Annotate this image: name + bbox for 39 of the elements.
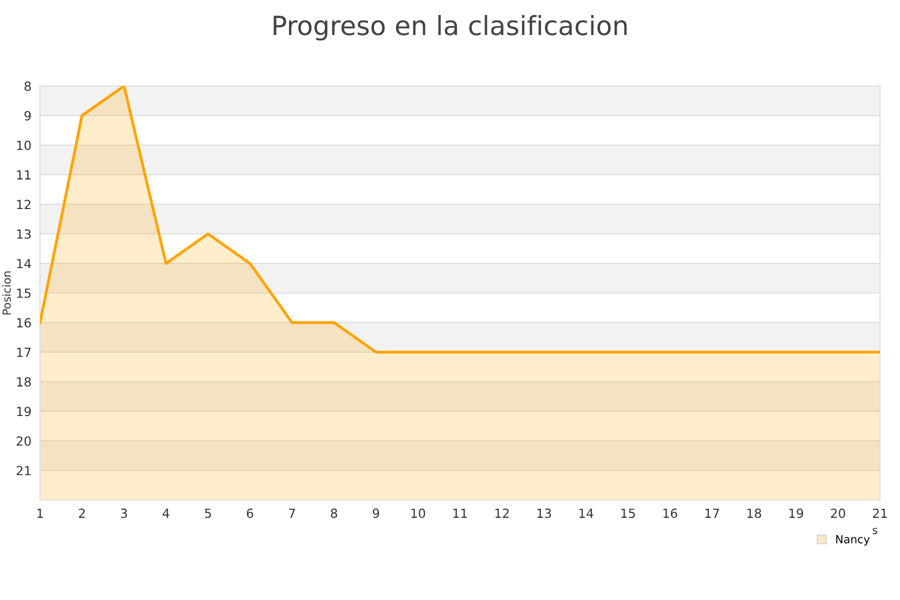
x-tick-label: 7	[289, 508, 295, 518]
y-tick-label: 21	[16, 466, 31, 476]
y-tick-label: 13	[17, 229, 31, 239]
y-tick-label: 16	[17, 318, 31, 328]
x-tick-label: 16	[663, 508, 678, 518]
x-tick-label: 1	[37, 508, 43, 518]
x-tick-label: 15	[621, 508, 635, 518]
y-tick-label: 19	[17, 406, 31, 416]
x-tick-label: 9	[372, 508, 380, 518]
y-tick-label: 8	[24, 81, 31, 91]
legend-label: Nancy	[836, 535, 870, 546]
y-tick-label: 18	[17, 377, 31, 387]
x-tick-label: 10	[411, 508, 426, 518]
x-tick-label: 8	[330, 508, 338, 518]
y-tick-label: 9	[24, 111, 31, 120]
x-tick-label: 17	[705, 508, 719, 518]
x-tick-label: 6	[246, 508, 254, 518]
y-axis-title: Posicion	[2, 271, 11, 314]
x-tick-label: 3	[120, 508, 127, 518]
x-axis-title: s	[872, 528, 878, 534]
y-tick-label: 11	[17, 170, 31, 180]
y-tick-label: 15	[17, 288, 31, 298]
y-tick-label: 20	[16, 436, 31, 446]
x-tick-label: 13	[537, 508, 551, 518]
x-tick-label: 4	[162, 508, 170, 518]
y-tick-label: 17	[17, 348, 31, 357]
x-tick-label: 2	[78, 508, 85, 518]
x-tick-label: 18	[747, 508, 762, 518]
x-tick-label: 11	[453, 508, 467, 518]
y-tick-label: 12	[17, 200, 30, 210]
x-tick-label: 19	[789, 508, 804, 518]
x-tick-label: 21	[872, 508, 887, 518]
y-tick-label: 10	[17, 140, 31, 150]
x-tick-label: 20	[830, 508, 846, 518]
chart-title: Progreso en la clasificacion	[274, 15, 627, 41]
x-tick-label: 5	[204, 508, 211, 518]
y-tick-label: 14	[17, 259, 31, 268]
x-tick-label: 14	[579, 508, 594, 518]
x-tick-label: 12	[495, 508, 509, 518]
